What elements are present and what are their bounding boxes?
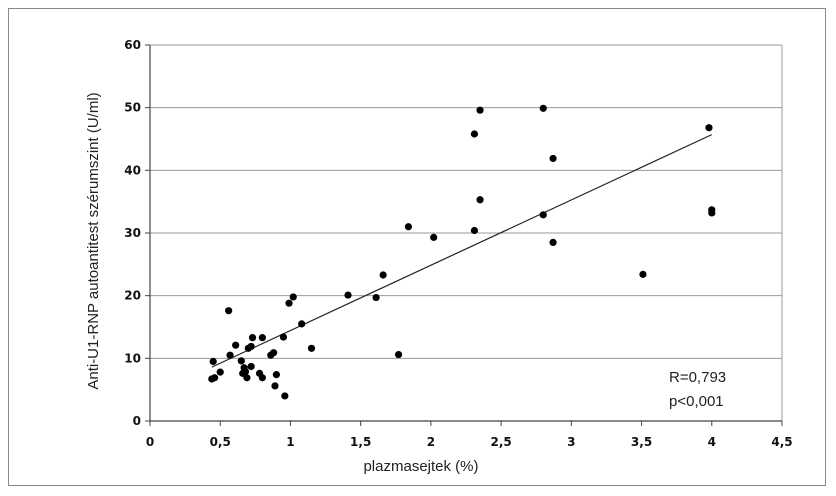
y-tick-label: 10 xyxy=(124,351,141,365)
data-point xyxy=(705,124,713,132)
y-tick-label: 50 xyxy=(124,101,141,115)
data-point xyxy=(379,271,387,279)
x-axis-label: plazmasejtek (%) xyxy=(363,458,478,475)
scatter-chart: 0 0,5 1 1,5 2 2,5 3 3,5 4 4,5 0 10 20 30 40 50 60 plazm… xyxy=(85,38,793,475)
data-point xyxy=(639,270,647,278)
y-tick-label: 0 xyxy=(133,414,141,428)
correlation-annotation: R=0,793 xyxy=(669,369,726,386)
data-point xyxy=(269,349,278,357)
data-point xyxy=(470,226,479,235)
data-point xyxy=(394,350,403,359)
data-point xyxy=(258,374,266,382)
data-point xyxy=(258,334,266,342)
data-point xyxy=(289,293,297,301)
data-point xyxy=(271,382,279,390)
x-tick-label: 2 xyxy=(427,435,435,449)
data-point xyxy=(539,211,547,219)
data-point xyxy=(539,104,547,112)
data-point xyxy=(344,291,352,299)
data-point xyxy=(247,362,255,371)
x-tick-label: 3 xyxy=(567,435,575,449)
data-point xyxy=(243,374,251,382)
gridlines xyxy=(145,44,783,422)
y-tick-label: 30 xyxy=(124,226,141,240)
data-point xyxy=(307,344,316,352)
data-point xyxy=(232,341,240,349)
x-tick-label: 0,5 xyxy=(210,435,231,449)
x-tick-label: 3,5 xyxy=(631,435,652,449)
x-tick-labels: 0 0,5 1 1,5 2 2,5 3 3,5 4 4,5 xyxy=(146,435,793,449)
data-point xyxy=(279,333,288,341)
data-point xyxy=(430,233,438,241)
x-tick-label: 4 xyxy=(708,435,716,449)
data-point xyxy=(372,293,380,302)
data-point xyxy=(248,334,257,342)
data-point xyxy=(476,196,484,204)
axes xyxy=(149,45,783,426)
data-point xyxy=(298,320,306,328)
y-tick-label: 40 xyxy=(124,163,141,177)
x-tick-label: 1,5 xyxy=(350,435,371,449)
data-point xyxy=(216,368,224,376)
data-point xyxy=(209,357,217,366)
data-point xyxy=(226,351,234,359)
y-tick-labels: 0 10 20 30 40 50 60 xyxy=(124,38,141,428)
chart-frame: 0 0,5 1 1,5 2 2,5 3 3,5 4 4,5 0 10 20 30 40 50 60 plazm… xyxy=(8,8,826,486)
x-tick-label: 0 xyxy=(146,435,154,449)
data-point xyxy=(285,299,293,307)
y-axis-label: Anti-U1-RNP autoantitest szérumszint (U/… xyxy=(85,92,102,389)
x-tick-label: 4,5 xyxy=(771,435,792,449)
data-point xyxy=(272,371,280,379)
data-point xyxy=(241,367,250,376)
data-point xyxy=(211,374,219,382)
data-point xyxy=(247,342,255,351)
trendline xyxy=(211,134,713,368)
x-tick-label: 1 xyxy=(286,435,294,449)
data-point xyxy=(237,357,245,365)
y-tick-label: 20 xyxy=(124,289,141,303)
data-points xyxy=(208,104,716,400)
p-value-annotation: p<0,001 xyxy=(669,393,724,410)
y-tick-label: 60 xyxy=(124,38,141,52)
data-point xyxy=(281,392,289,400)
data-point xyxy=(225,307,233,315)
trendline-group xyxy=(211,134,713,368)
data-point xyxy=(549,238,557,246)
data-point xyxy=(549,154,557,163)
x-tick-label: 2,5 xyxy=(490,435,511,449)
data-point xyxy=(476,106,484,114)
data-point xyxy=(708,209,716,217)
data-point xyxy=(470,130,479,138)
data-point xyxy=(404,223,413,231)
